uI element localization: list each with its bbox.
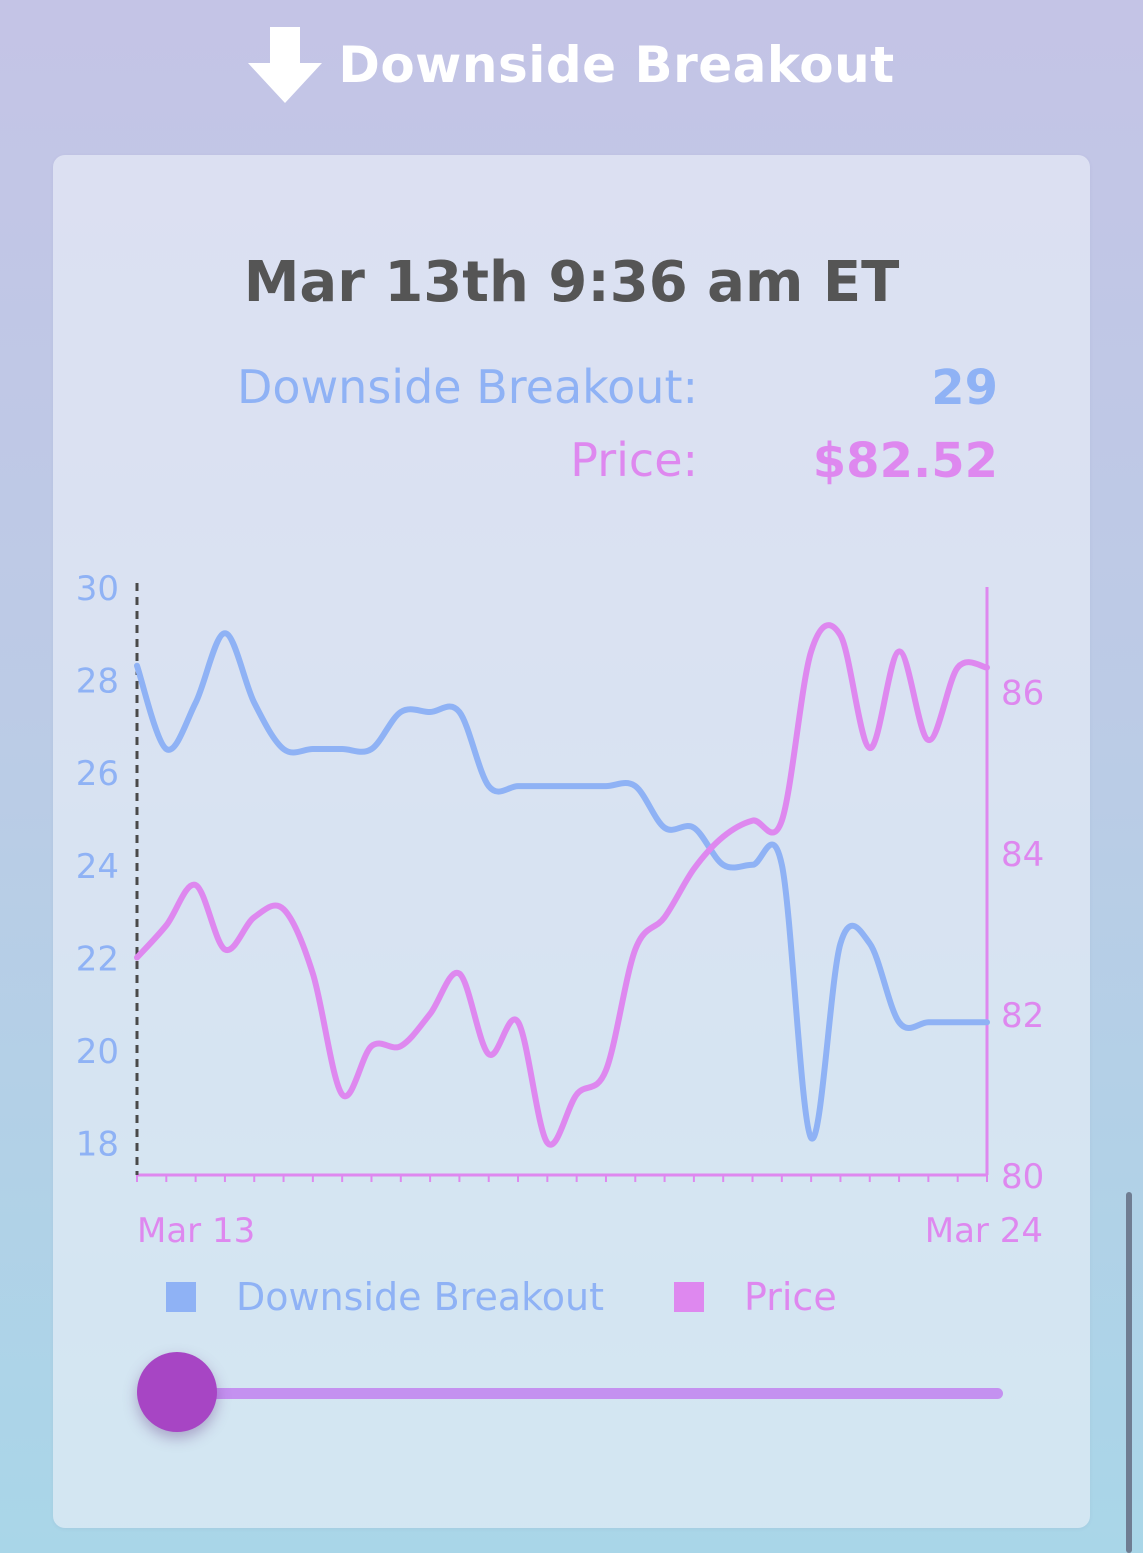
readout-label: Price: — [570, 433, 698, 487]
y-right-tick-label: 86 — [1001, 674, 1044, 714]
legend-swatch — [674, 1282, 704, 1312]
scrollbar[interactable] — [1126, 1192, 1132, 1553]
y-left-tick-label: 20 — [76, 1032, 119, 1072]
y-left-tick-label: 28 — [76, 662, 119, 702]
y-left-tick-label: 30 — [76, 569, 119, 609]
series-line-downside-breakout — [134, 630, 990, 1142]
header: Downside Breakout — [0, 20, 1143, 110]
y-left-tick-label: 26 — [76, 754, 119, 794]
readout-value: $82.52 — [812, 433, 998, 489]
x-tick-label: Mar 24 — [925, 1211, 1043, 1251]
readout-price: Price: $82.52 — [53, 433, 1090, 493]
legend-swatch — [166, 1282, 196, 1312]
line-chart[interactable]: 18 20 22 24 26 28 30 80 82 84 86 Mar 13 Mar 24 — [53, 155, 1090, 1265]
series-line-price — [134, 622, 990, 1148]
legend-item-downside-breakout: Downside Breakout — [166, 1275, 604, 1319]
y-left-tick-label: 22 — [76, 939, 119, 979]
y-left-tick-label: 24 — [76, 847, 119, 887]
readout-value: 29 — [931, 360, 998, 416]
legend-item-price: Price — [674, 1275, 837, 1319]
x-tick-label: Mar 13 — [137, 1211, 255, 1251]
y-right-tick-label: 84 — [1001, 835, 1044, 875]
y-right-tick-label: 80 — [1001, 1157, 1044, 1197]
readout-downside-breakout: Downside Breakout: 29 — [53, 360, 1090, 420]
y-left-tick-label: 18 — [76, 1125, 119, 1165]
time-slider-thumb[interactable] — [137, 1352, 217, 1432]
legend-label: Downside Breakout — [236, 1275, 605, 1319]
page-title: Downside Breakout — [338, 36, 895, 94]
chart-card: Mar 13th 9:36 am ET Downside Breakout: 2… — [53, 155, 1090, 1528]
legend-label: Price — [744, 1275, 837, 1319]
arrow-down-icon — [248, 27, 323, 103]
timestamp: Mar 13th 9:36 am ET — [243, 250, 900, 315]
time-slider-track[interactable] — [183, 1388, 1003, 1399]
readout-label: Downside Breakout: — [237, 360, 698, 414]
y-right-tick-label: 82 — [1001, 996, 1044, 1036]
